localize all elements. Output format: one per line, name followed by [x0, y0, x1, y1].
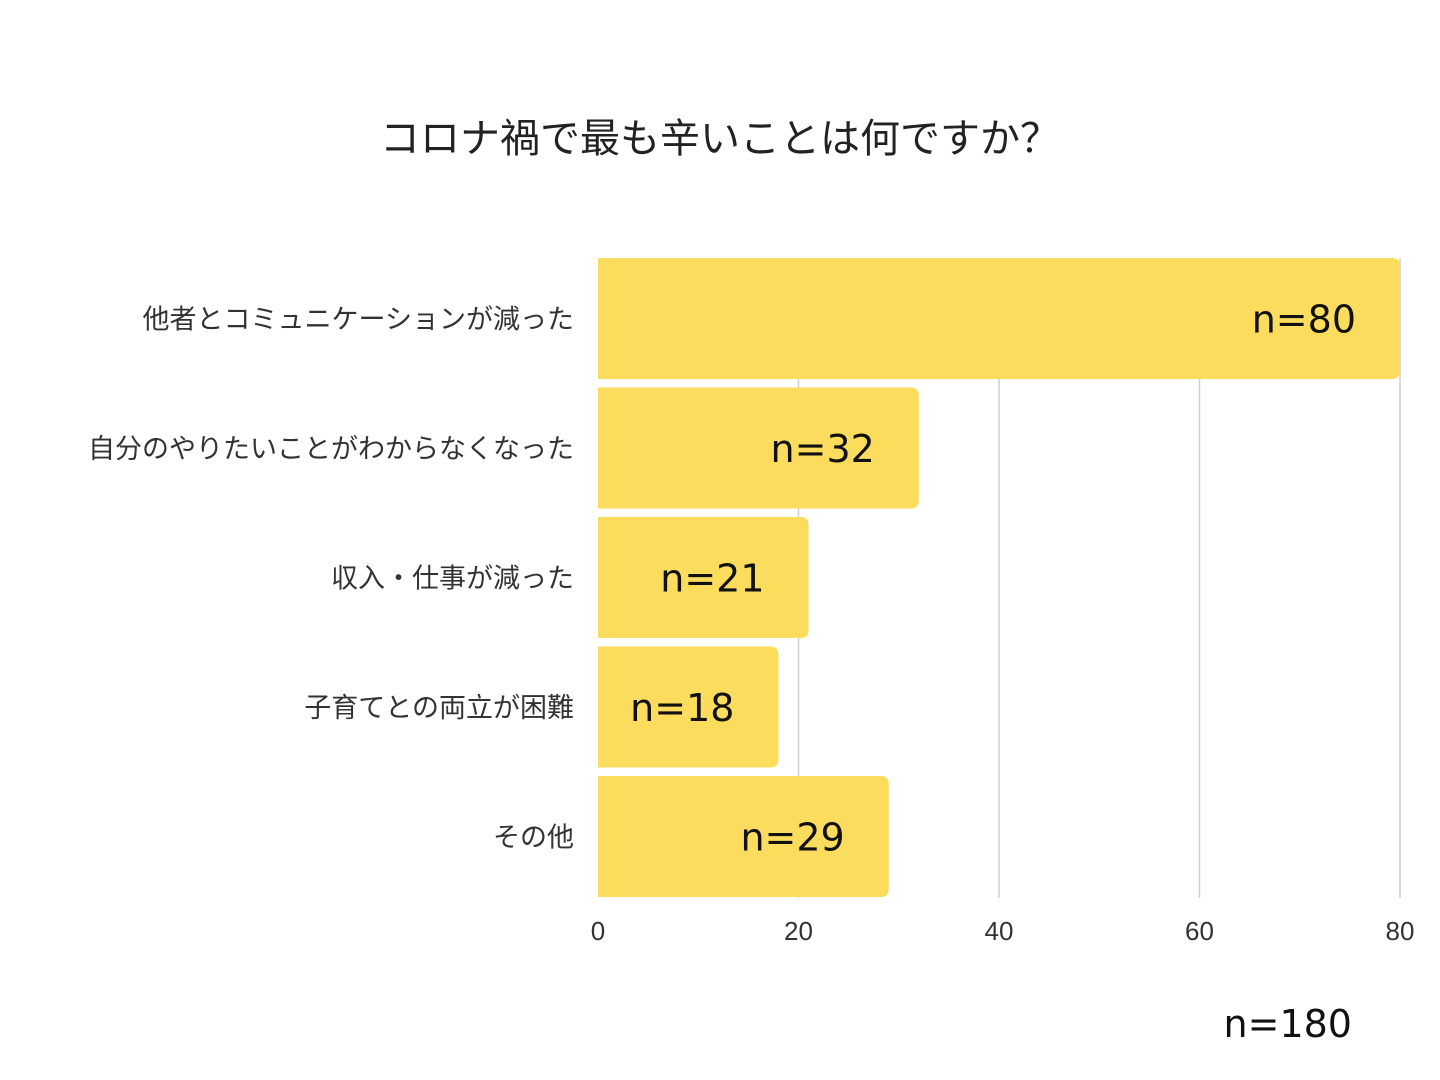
- x-tick-label: 80: [1386, 916, 1415, 946]
- category-label: 収入・仕事が減った: [331, 564, 574, 595]
- category-label: その他: [493, 823, 574, 854]
- chart-title: コロナ禍で最も辛いことは何ですか？: [380, 116, 1060, 162]
- bar: [598, 517, 809, 638]
- bar: [598, 776, 889, 897]
- x-tick-label: 60: [1185, 916, 1214, 946]
- bar-data-label: n=21: [660, 557, 764, 601]
- category-label: 子育てとの両立が困難: [304, 693, 574, 724]
- bar-data-label: n=18: [630, 686, 734, 730]
- bar: [598, 646, 779, 768]
- bar: [598, 258, 1400, 379]
- x-axis-ticks: 0 20 40 60 80: [591, 916, 1415, 946]
- category-labels: 他者とコミュニケーションが減った自分のやりたいことがわからなくなった収入・仕事が…: [88, 305, 574, 854]
- bar-data-label: n=80: [1252, 298, 1356, 342]
- bars: n=80 n=32 n=21 n=18 n=29: [598, 258, 1400, 897]
- x-tick-label: 40: [985, 916, 1014, 946]
- category-label: 自分のやりたいことがわからなくなった: [88, 434, 574, 465]
- x-tick-label: 0: [591, 916, 605, 946]
- bar: [598, 387, 919, 509]
- bar-data-label: n=32: [771, 427, 875, 471]
- category-label: 他者とコミュニケーションが減った: [143, 305, 574, 336]
- total-sample-label: n=180: [1224, 1002, 1352, 1046]
- bar-data-label: n=29: [740, 816, 844, 860]
- x-tick-label: 20: [784, 916, 813, 946]
